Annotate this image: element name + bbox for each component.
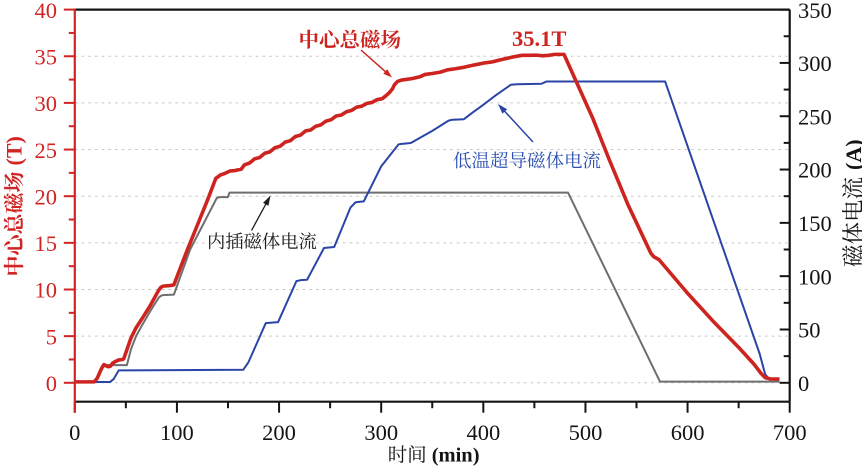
- svg-text:100: 100: [798, 264, 832, 289]
- svg-text:35.1T: 35.1T: [512, 26, 566, 51]
- svg-text:30: 30: [35, 91, 58, 116]
- svg-text:(min): (min): [432, 445, 480, 467]
- svg-text:0: 0: [798, 371, 809, 396]
- svg-text:35: 35: [35, 45, 58, 70]
- svg-text:50: 50: [798, 318, 821, 343]
- svg-text:25: 25: [35, 138, 58, 163]
- svg-text:350: 350: [798, 0, 832, 23]
- svg-text:300: 300: [798, 51, 832, 76]
- svg-text:700: 700: [773, 420, 807, 445]
- svg-text:10: 10: [35, 278, 58, 303]
- svg-text:(T): (T): [2, 136, 27, 165]
- svg-text:500: 500: [569, 420, 603, 445]
- svg-text:15: 15: [35, 231, 58, 256]
- svg-text:600: 600: [671, 420, 705, 445]
- svg-text:0: 0: [69, 420, 80, 445]
- svg-text:250: 250: [798, 104, 832, 129]
- svg-text:400: 400: [466, 420, 500, 445]
- svg-text:5: 5: [46, 324, 57, 349]
- svg-text:(A): (A): [841, 139, 862, 170]
- svg-text:20: 20: [35, 184, 58, 209]
- svg-text:300: 300: [364, 420, 398, 445]
- svg-text:200: 200: [798, 158, 832, 183]
- svg-text:150: 150: [798, 211, 832, 236]
- svg-text:100: 100: [160, 420, 194, 445]
- svg-text:40: 40: [35, 0, 58, 23]
- svg-text:200: 200: [262, 420, 296, 445]
- svg-text:0: 0: [46, 371, 57, 396]
